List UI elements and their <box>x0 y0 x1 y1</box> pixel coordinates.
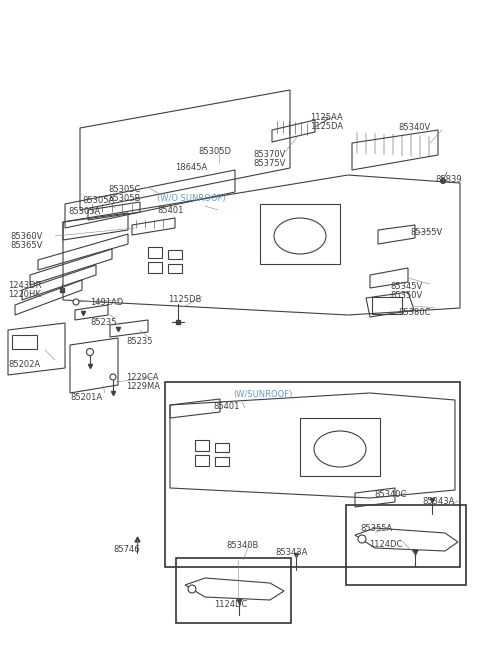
Text: 1229MA: 1229MA <box>126 382 160 391</box>
Text: 85375V: 85375V <box>253 159 286 168</box>
Text: 85202A: 85202A <box>8 360 40 369</box>
Bar <box>346 505 466 585</box>
Text: 1491AD: 1491AD <box>90 298 123 307</box>
Bar <box>195 455 209 466</box>
Text: 85355V: 85355V <box>410 228 442 237</box>
Text: 85340B: 85340B <box>226 541 258 550</box>
Bar <box>176 558 291 623</box>
Circle shape <box>441 179 445 183</box>
Text: 85401: 85401 <box>157 206 183 215</box>
Bar <box>148 262 162 273</box>
Text: 85343A: 85343A <box>422 497 455 506</box>
Text: 85235: 85235 <box>126 337 153 346</box>
Text: 1229CA: 1229CA <box>126 373 158 382</box>
Text: 1243DR: 1243DR <box>8 281 41 290</box>
Bar <box>260 204 340 264</box>
Bar <box>215 457 229 466</box>
Text: 85365V: 85365V <box>10 241 42 250</box>
Text: 85401: 85401 <box>213 402 240 411</box>
Text: 85305A: 85305A <box>68 207 100 216</box>
Text: 85340V: 85340V <box>398 123 430 132</box>
Bar <box>215 443 229 452</box>
Text: 18645A: 18645A <box>175 163 207 172</box>
Text: 85746: 85746 <box>113 545 140 554</box>
Bar <box>12 335 37 349</box>
Text: 85345V: 85345V <box>390 282 422 291</box>
Text: 85340C: 85340C <box>374 490 407 499</box>
Bar <box>168 250 182 259</box>
Circle shape <box>188 585 196 593</box>
Bar <box>168 264 182 273</box>
Bar <box>300 418 380 476</box>
Text: 1125DB: 1125DB <box>168 295 202 304</box>
Text: 85355A: 85355A <box>360 524 392 533</box>
Text: 85305A: 85305A <box>82 196 114 205</box>
Text: 1125DA: 1125DA <box>310 122 343 131</box>
Text: 1125AA: 1125AA <box>310 113 343 122</box>
Text: (W/SUNROOF): (W/SUNROOF) <box>233 390 292 399</box>
Circle shape <box>110 374 116 380</box>
Text: 85380C: 85380C <box>398 308 431 317</box>
Circle shape <box>86 348 94 356</box>
Text: 85305B: 85305B <box>108 194 140 203</box>
Text: 85343A: 85343A <box>275 548 307 557</box>
Bar <box>195 440 209 451</box>
Circle shape <box>358 535 366 543</box>
Text: 1220HK: 1220HK <box>8 290 41 299</box>
Text: 85305D: 85305D <box>198 147 231 156</box>
Bar <box>372 297 402 314</box>
Text: 1124DC: 1124DC <box>369 540 402 549</box>
Text: 85360V: 85360V <box>10 232 42 241</box>
Bar <box>148 247 162 258</box>
Text: 1124DC: 1124DC <box>214 600 247 609</box>
Circle shape <box>73 299 79 305</box>
Bar <box>165 382 460 567</box>
Text: 85350V: 85350V <box>390 291 422 300</box>
Text: 85201A: 85201A <box>70 393 102 402</box>
Text: 85305C: 85305C <box>108 185 140 194</box>
Text: 85839: 85839 <box>435 175 462 184</box>
Text: 85235: 85235 <box>90 318 117 327</box>
Text: (W/O SUNROOF): (W/O SUNROOF) <box>157 194 226 203</box>
Text: 85370V: 85370V <box>253 150 286 159</box>
